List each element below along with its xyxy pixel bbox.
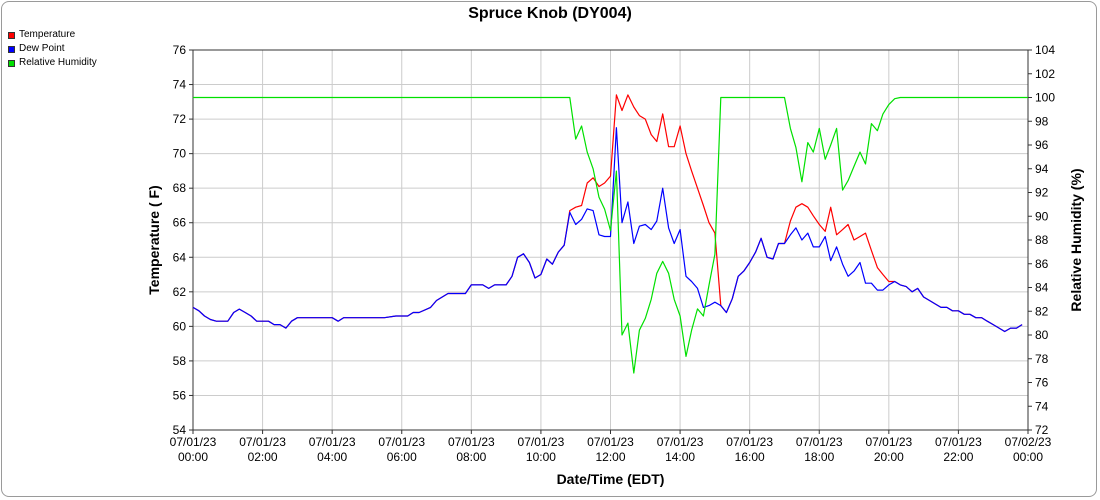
y2-tick-label: 104 (1035, 43, 1055, 57)
legend-label-relative-humidity: Relative Humidity (19, 57, 97, 68)
y2-tick-label: 96 (1035, 138, 1049, 152)
y2-tick-label: 86 (1035, 257, 1049, 271)
y2-tick-label: 88 (1035, 233, 1049, 247)
x-tick-label-time: 22:00 (943, 450, 973, 464)
y2-tick-label: 90 (1035, 209, 1049, 223)
y2-tick-label: 80 (1035, 328, 1049, 342)
y2-tick-label: 102 (1035, 67, 1055, 81)
x-tick-label-date: 07/01/23 (935, 435, 982, 449)
x-tick-label-date: 07/01/23 (726, 435, 773, 449)
chart-title: Spruce Knob (DY004) (468, 5, 632, 22)
x-tick-label-date: 07/01/23 (518, 435, 565, 449)
x-axis-label: Date/Time (EDT) (557, 471, 665, 487)
x-tick-label-date: 07/02/23 (1005, 435, 1052, 449)
y-tick-label: 76 (173, 43, 187, 57)
series-line-relative-humidity (193, 96, 1028, 374)
y-tick-label: 62 (173, 285, 187, 299)
y2-tick-label: 78 (1035, 352, 1049, 366)
legend: Temperature Dew Point Relative Humidity (8, 28, 97, 70)
x-tick-label-time: 00:00 (178, 450, 208, 464)
x-tick-label-date: 07/01/23 (657, 435, 704, 449)
y2-tick-label: 82 (1035, 304, 1049, 318)
x-tick-label-date: 07/01/23 (865, 435, 912, 449)
legend-swatch-temperature (8, 31, 15, 39)
x-tick-label-time: 16:00 (735, 450, 765, 464)
y-tick-label: 64 (173, 250, 187, 264)
y-tick-label: 70 (173, 147, 187, 161)
legend-swatch-dew-point (8, 45, 15, 53)
y2-tick-label: 74 (1035, 399, 1049, 413)
x-tick-label-time: 00:00 (1013, 450, 1043, 464)
y2-tick-label: 84 (1035, 281, 1049, 295)
y2-tick-label: 76 (1035, 376, 1049, 390)
legend-label-temperature: Temperature (19, 29, 76, 40)
x-tick-label-time: 14:00 (665, 450, 695, 464)
x-tick-label-date: 07/01/23 (170, 435, 217, 449)
y-tick-label: 72 (173, 112, 187, 126)
x-tick-label-time: 10:00 (526, 450, 556, 464)
y2-tick-label: 100 (1035, 91, 1055, 105)
x-tick-label-time: 20:00 (874, 450, 904, 464)
x-tick-label-date: 07/01/23 (448, 435, 495, 449)
y2-tick-label: 72 (1035, 423, 1049, 437)
legend-item-temperature: Temperature (8, 28, 97, 42)
x-tick-label-date: 07/01/23 (587, 435, 634, 449)
y2-tick-label: 94 (1035, 162, 1049, 176)
series-line-dew-point (192, 127, 1023, 333)
y-tick-label: 58 (173, 354, 187, 368)
series-line-temperature (192, 94, 1023, 333)
grid (192, 49, 1029, 431)
y-tick-label: 56 (173, 388, 187, 402)
x-tick-label-time: 02:00 (248, 450, 278, 464)
y-tick-label: 60 (173, 319, 187, 333)
x-tick-label-time: 04:00 (317, 450, 347, 464)
y-tick-label: 66 (173, 216, 187, 230)
x-tick-label-date: 07/01/23 (309, 435, 356, 449)
y-tick-label: 74 (173, 78, 187, 92)
legend-item-dew-point: Dew Point (8, 42, 97, 56)
legend-label-dew-point: Dew Point (19, 43, 65, 54)
x-tick-label-time: 12:00 (595, 450, 625, 464)
y2-axis-label: Relative Humidity (%) (1068, 168, 1084, 311)
legend-item-relative-humidity: Relative Humidity (8, 56, 97, 70)
x-tick-label-time: 08:00 (456, 450, 486, 464)
y2-tick-label: 98 (1035, 114, 1049, 128)
y-tick-label: 54 (173, 423, 187, 437)
y-axis-label: Temperature ( F) (146, 185, 162, 294)
x-tick-label-date: 07/01/23 (239, 435, 286, 449)
x-tick-label-time: 06:00 (387, 450, 417, 464)
series-group (192, 94, 1028, 374)
y-tick-label: 68 (173, 181, 187, 195)
legend-swatch-relative-humidity (8, 59, 15, 67)
x-tick-label-date: 07/01/23 (378, 435, 425, 449)
x-tick-label-time: 18:00 (804, 450, 834, 464)
x-tick-label-date: 07/01/23 (796, 435, 843, 449)
tick-labels: 07/01/2300:0007/01/2302:0007/01/2304:000… (170, 43, 1056, 464)
y2-tick-label: 92 (1035, 186, 1049, 200)
